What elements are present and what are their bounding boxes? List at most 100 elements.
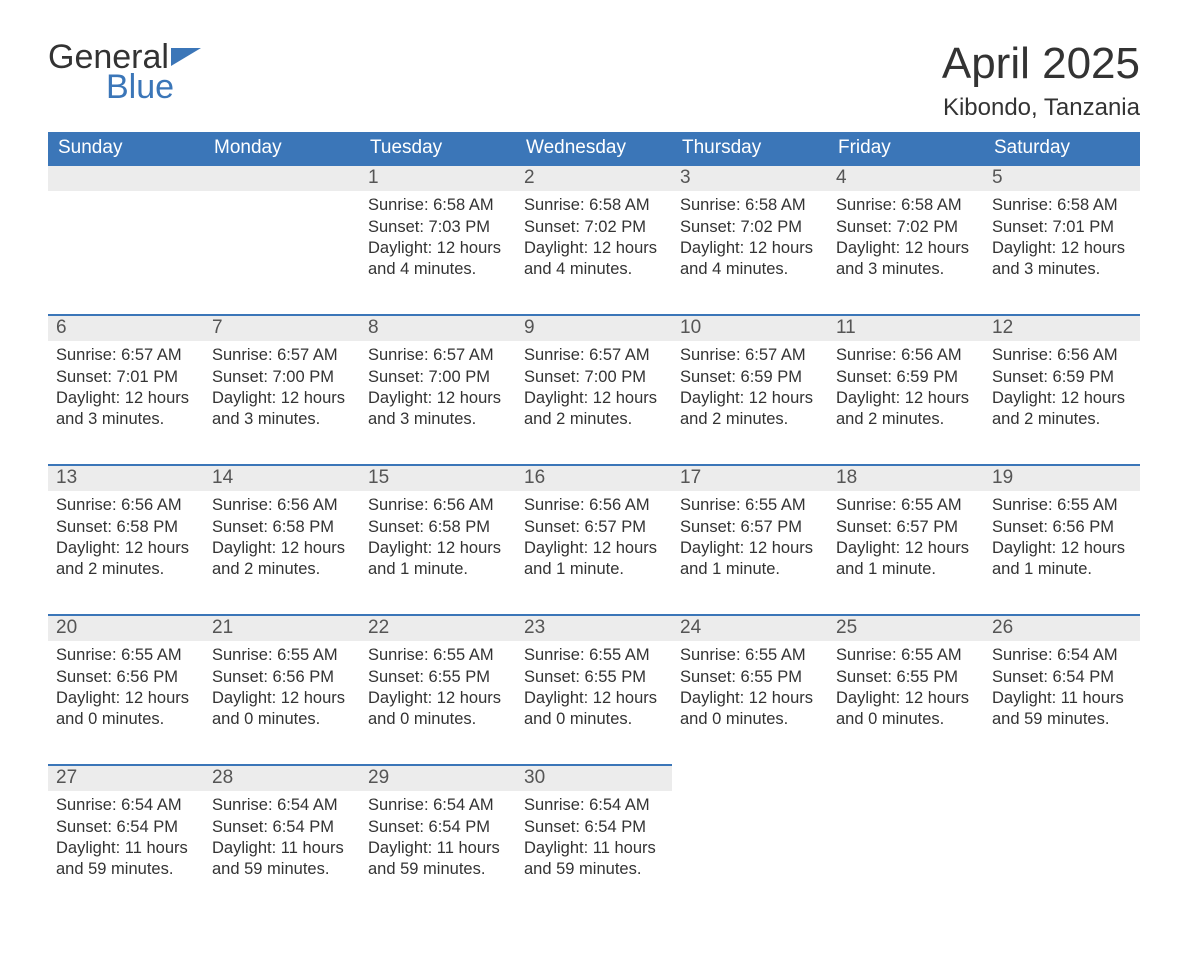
day-number: 13 <box>48 464 204 491</box>
daylight2-text: and 59 minutes. <box>368 859 508 880</box>
sunrise-text: Sunrise: 6:58 AM <box>992 195 1132 216</box>
daylight2-text: and 2 minutes. <box>212 559 352 580</box>
daylight2-text: and 0 minutes. <box>836 709 976 730</box>
day-details: Sunrise: 6:58 AMSunset: 7:02 PMDaylight:… <box>516 191 672 287</box>
daylight2-text: and 2 minutes. <box>524 409 664 430</box>
location-label: Kibondo, Tanzania <box>942 94 1140 122</box>
day-number: . <box>204 164 360 191</box>
day-number: 21 <box>204 614 360 641</box>
day-header: Thursday <box>672 132 828 164</box>
day-number: 7 <box>204 314 360 341</box>
day-header: Wednesday <box>516 132 672 164</box>
sunset-text: Sunset: 7:03 PM <box>368 217 508 238</box>
daylight2-text: and 59 minutes. <box>212 859 352 880</box>
daylight2-text: and 3 minutes. <box>368 409 508 430</box>
daylight1-text: Daylight: 12 hours <box>680 238 820 259</box>
day-details: Sunrise: 6:57 AMSunset: 7:00 PMDaylight:… <box>516 341 672 437</box>
daylight2-text: and 0 minutes. <box>212 709 352 730</box>
flag-icon <box>171 48 201 68</box>
daylight1-text: Daylight: 11 hours <box>56 838 196 859</box>
day-details: Sunrise: 6:58 AMSunset: 7:02 PMDaylight:… <box>672 191 828 287</box>
daylight2-text: and 1 minute. <box>836 559 976 580</box>
day-number: 10 <box>672 314 828 341</box>
daylight1-text: Daylight: 11 hours <box>524 838 664 859</box>
day-details: Sunrise: 6:58 AMSunset: 7:01 PMDaylight:… <box>984 191 1140 287</box>
calendar-cell: 12Sunrise: 6:56 AMSunset: 6:59 PMDayligh… <box>984 314 1140 464</box>
day-number: 8 <box>360 314 516 341</box>
sunset-text: Sunset: 7:00 PM <box>212 367 352 388</box>
daylight1-text: Daylight: 12 hours <box>212 688 352 709</box>
daylight2-text: and 4 minutes. <box>524 259 664 280</box>
daylight1-text: Daylight: 12 hours <box>524 238 664 259</box>
day-number: 28 <box>204 764 360 791</box>
calendar-week: 27Sunrise: 6:54 AMSunset: 6:54 PMDayligh… <box>48 764 1140 914</box>
sunrise-text: Sunrise: 6:56 AM <box>524 495 664 516</box>
calendar-cell: 9Sunrise: 6:57 AMSunset: 7:00 PMDaylight… <box>516 314 672 464</box>
daylight1-text: Daylight: 12 hours <box>368 538 508 559</box>
sunset-text: Sunset: 7:02 PM <box>836 217 976 238</box>
brand-word2: Blue <box>106 70 201 104</box>
day-details: Sunrise: 6:56 AMSunset: 6:59 PMDaylight:… <box>984 341 1140 437</box>
day-number: 9 <box>516 314 672 341</box>
daylight2-text: and 1 minute. <box>992 559 1132 580</box>
daylight1-text: Daylight: 12 hours <box>524 688 664 709</box>
sunrise-text: Sunrise: 6:56 AM <box>212 495 352 516</box>
sunset-text: Sunset: 6:58 PM <box>56 517 196 538</box>
daylight2-text: and 1 minute. <box>524 559 664 580</box>
day-details: Sunrise: 6:55 AMSunset: 6:57 PMDaylight:… <box>672 491 828 587</box>
sunset-text: Sunset: 7:00 PM <box>524 367 664 388</box>
daylight1-text: Daylight: 12 hours <box>680 538 820 559</box>
sunrise-text: Sunrise: 6:56 AM <box>368 495 508 516</box>
calendar-cell: 6Sunrise: 6:57 AMSunset: 7:01 PMDaylight… <box>48 314 204 464</box>
day-header: Monday <box>204 132 360 164</box>
day-details: Sunrise: 6:55 AMSunset: 6:56 PMDaylight:… <box>48 641 204 737</box>
sunrise-text: Sunrise: 6:57 AM <box>680 345 820 366</box>
daylight1-text: Daylight: 12 hours <box>368 688 508 709</box>
sunrise-text: Sunrise: 6:56 AM <box>992 345 1132 366</box>
sunrise-text: Sunrise: 6:55 AM <box>56 645 196 666</box>
day-details: Sunrise: 6:55 AMSunset: 6:56 PMDaylight:… <box>984 491 1140 587</box>
daylight1-text: Daylight: 12 hours <box>992 388 1132 409</box>
sunrise-text: Sunrise: 6:55 AM <box>680 645 820 666</box>
sunset-text: Sunset: 6:58 PM <box>212 517 352 538</box>
daylight1-text: Daylight: 12 hours <box>524 388 664 409</box>
sunset-text: Sunset: 7:01 PM <box>56 367 196 388</box>
day-details: Sunrise: 6:54 AMSunset: 6:54 PMDaylight:… <box>516 791 672 887</box>
sunrise-text: Sunrise: 6:54 AM <box>56 795 196 816</box>
daylight2-text: and 0 minutes. <box>524 709 664 730</box>
calendar-cell: 19Sunrise: 6:55 AMSunset: 6:56 PMDayligh… <box>984 464 1140 614</box>
day-number: 19 <box>984 464 1140 491</box>
daylight1-text: Daylight: 11 hours <box>368 838 508 859</box>
daylight2-text: and 3 minutes. <box>992 259 1132 280</box>
day-details: Sunrise: 6:55 AMSunset: 6:57 PMDaylight:… <box>828 491 984 587</box>
sunset-text: Sunset: 7:01 PM <box>992 217 1132 238</box>
page-header: General Blue April 2025 Kibondo, Tanzani… <box>48 40 1140 122</box>
calendar-week: 20Sunrise: 6:55 AMSunset: 6:56 PMDayligh… <box>48 614 1140 764</box>
calendar-cell: 3Sunrise: 6:58 AMSunset: 7:02 PMDaylight… <box>672 164 828 314</box>
day-details: Sunrise: 6:54 AMSunset: 6:54 PMDaylight:… <box>984 641 1140 737</box>
calendar-cell: 13Sunrise: 6:56 AMSunset: 6:58 PMDayligh… <box>48 464 204 614</box>
day-details: Sunrise: 6:54 AMSunset: 6:54 PMDaylight:… <box>360 791 516 887</box>
day-details: Sunrise: 6:55 AMSunset: 6:55 PMDaylight:… <box>516 641 672 737</box>
calendar-cell <box>672 764 828 914</box>
daylight1-text: Daylight: 12 hours <box>56 388 196 409</box>
sunrise-text: Sunrise: 6:54 AM <box>524 795 664 816</box>
day-details: Sunrise: 6:58 AMSunset: 7:03 PMDaylight:… <box>360 191 516 287</box>
day-number: 30 <box>516 764 672 791</box>
daylight2-text: and 2 minutes. <box>680 409 820 430</box>
daylight1-text: Daylight: 12 hours <box>368 388 508 409</box>
daylight2-text: and 59 minutes. <box>524 859 664 880</box>
sunset-text: Sunset: 6:59 PM <box>836 367 976 388</box>
daylight1-text: Daylight: 12 hours <box>524 538 664 559</box>
calendar-cell: 8Sunrise: 6:57 AMSunset: 7:00 PMDaylight… <box>360 314 516 464</box>
daylight2-text: and 0 minutes. <box>56 709 196 730</box>
calendar-cell: 7Sunrise: 6:57 AMSunset: 7:00 PMDaylight… <box>204 314 360 464</box>
daylight2-text: and 0 minutes. <box>680 709 820 730</box>
sunrise-text: Sunrise: 6:55 AM <box>524 645 664 666</box>
calendar-cell: 25Sunrise: 6:55 AMSunset: 6:55 PMDayligh… <box>828 614 984 764</box>
day-details: Sunrise: 6:56 AMSunset: 6:57 PMDaylight:… <box>516 491 672 587</box>
calendar-cell: 22Sunrise: 6:55 AMSunset: 6:55 PMDayligh… <box>360 614 516 764</box>
daylight1-text: Daylight: 12 hours <box>212 388 352 409</box>
daylight1-text: Daylight: 12 hours <box>56 688 196 709</box>
sunrise-text: Sunrise: 6:58 AM <box>368 195 508 216</box>
